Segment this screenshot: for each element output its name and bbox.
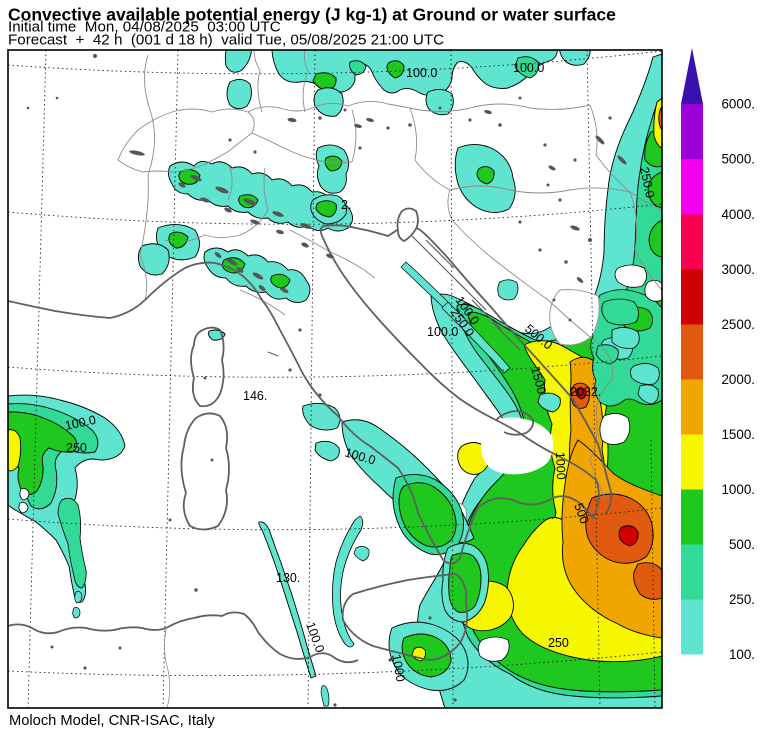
svg-text:250.: 250. [729,592,755,607]
svg-text:Moloch Model, CNR-ISAC, Italy: Moloch Model, CNR-ISAC, Italy [9,713,215,729]
svg-text:500: 500 [571,501,591,525]
svg-text:1000.: 1000. [721,482,755,497]
svg-text:Initial time Mon, 04/08/2025: Initial time Mon, 04/08/2025 03:00 UTC [8,19,281,36]
svg-text:3000.: 3000. [721,262,755,277]
svg-text:130.: 130. [276,571,300,585]
svg-text:4000.: 4000. [721,207,755,222]
svg-text:100.0: 100.0 [427,325,458,339]
svg-text:Convective available potential: Convective available potential energy (J… [8,5,616,25]
svg-text:100.0: 100.0 [64,413,98,433]
svg-text:1500.: 1500. [721,427,755,442]
svg-text:250: 250 [548,636,569,650]
svg-text:2000.: 2000. [721,372,755,387]
svg-text:1000: 1000 [553,452,568,480]
svg-text:2.: 2. [341,198,351,212]
svg-text:100.: 100. [729,647,755,662]
svg-text:146.: 146. [243,389,267,403]
svg-text:100.0: 100.0 [513,61,544,75]
svg-text:Forecast + 42 h (001 d 18 h: Forecast + 42 h (001 d 18 h) valid Tue, … [8,32,444,49]
svg-text:500.: 500. [729,537,755,552]
svg-text:250: 250 [66,441,87,455]
svg-text:2500.: 2500. [721,317,755,332]
svg-text:5000.: 5000. [721,152,755,167]
svg-text:100.0: 100.0 [406,66,437,80]
svg-text:1000: 1000 [389,653,408,683]
svg-text:2032.: 2032. [570,385,601,399]
svg-text:6000.: 6000. [721,97,755,112]
svg-text:1500: 1500 [528,365,549,396]
svg-text:250.0: 250.0 [637,166,657,200]
